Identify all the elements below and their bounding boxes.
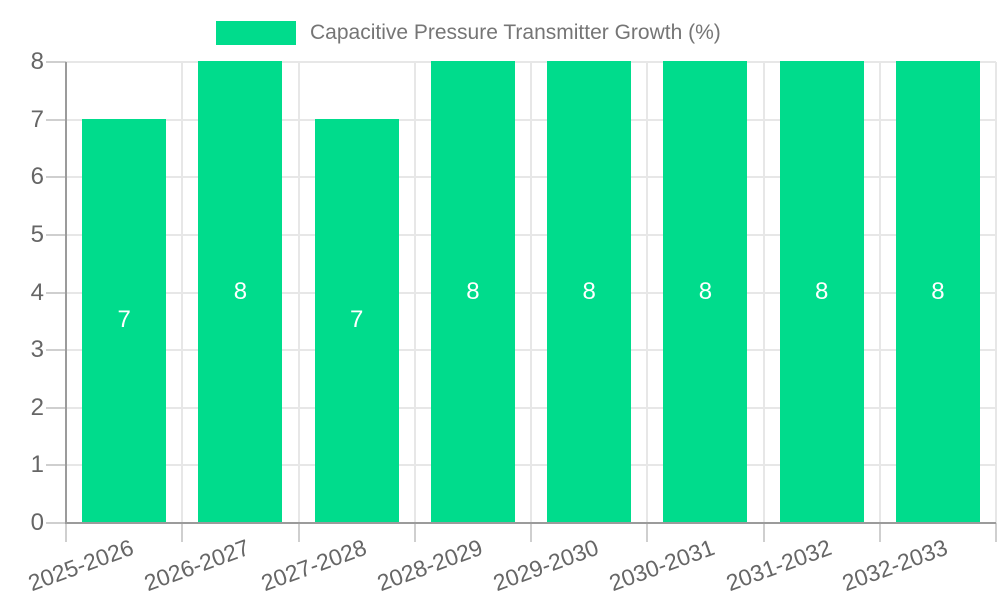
- y-axis-tick-label: 7: [30, 105, 44, 133]
- x-axis-tick-label: 2029-2030: [489, 534, 603, 597]
- legend-swatch-icon: [216, 21, 296, 45]
- bar[interactable]: 8: [198, 61, 283, 522]
- y-axis-tick-label: 0: [30, 509, 44, 536]
- y-axis-tick: [46, 61, 66, 63]
- gridline-vertical: [878, 62, 881, 523]
- y-axis-tick-label: 4: [30, 278, 44, 306]
- bar[interactable]: 8: [547, 61, 632, 522]
- x-axis-tick: [530, 523, 532, 542]
- y-axis-tick: [46, 291, 66, 294]
- x-axis-tick-label: 2031-2032: [722, 534, 835, 597]
- x-axis-tick: [297, 523, 300, 542]
- y-axis-tick: [46, 464, 66, 467]
- y-axis-tick: [46, 233, 66, 236]
- bar[interactable]: 8: [779, 61, 864, 522]
- y-axis-tick-label: 5: [30, 220, 44, 248]
- bar-value-label: 8: [582, 277, 596, 305]
- y-axis-tick: [46, 176, 66, 179]
- y-axis-tick-label: 6: [30, 163, 44, 191]
- x-axis-tick: [413, 523, 416, 542]
- gridline-vertical: [762, 62, 765, 523]
- y-axis-tick: [46, 118, 66, 121]
- bar-value-label: 8: [698, 277, 713, 305]
- x-axis-tick: [65, 523, 67, 542]
- bar[interactable]: 8: [663, 61, 748, 522]
- bar[interactable]: 8: [895, 61, 980, 522]
- x-axis-tick-label: 2030-2031: [606, 534, 719, 597]
- bar[interactable]: 7: [82, 118, 167, 522]
- y-axis-tick: [46, 522, 66, 524]
- x-axis-tick: [995, 523, 997, 542]
- x-axis-tick: [646, 523, 649, 542]
- y-axis-tick: [46, 349, 66, 352]
- bar-value-label: 8: [233, 277, 248, 305]
- x-axis-tick-label: 2028-2029: [373, 534, 486, 597]
- y-axis-tick-label: 3: [30, 336, 44, 364]
- y-axis-tick-label: 1: [30, 451, 44, 479]
- bar-value-label: 8: [931, 277, 945, 305]
- plot-area: 7 8 7 8 8 8 8 8: [46, 61, 997, 542]
- bar-value-label: 7: [349, 306, 364, 334]
- bar-value-label: 7: [117, 306, 131, 334]
- gridline-vertical: [995, 62, 997, 523]
- bar[interactable]: 7: [314, 118, 399, 522]
- x-axis-tick-label: 2032-2033: [838, 534, 951, 597]
- gridline-vertical: [181, 62, 184, 523]
- bar[interactable]: 8: [430, 61, 515, 522]
- bar-value-label: 8: [466, 277, 480, 305]
- y-axis-line: [65, 62, 67, 523]
- y-axis-tick-label: 2: [30, 393, 44, 421]
- legend-item[interactable]: Capacitive Pressure Transmitter Growth (…: [216, 21, 721, 45]
- x-axis-tick-label: 2025-2026: [24, 534, 138, 597]
- x-axis-tick: [181, 523, 184, 542]
- gridline-vertical: [530, 62, 532, 523]
- y-axis-tick-label: 8: [30, 48, 44, 75]
- y-axis-tick: [46, 406, 66, 409]
- x-axis-tick-label: 2026-2027: [141, 534, 254, 597]
- x-axis-tick: [878, 523, 881, 542]
- x-axis-tick: [762, 523, 765, 542]
- x-axis-line: [65, 522, 996, 524]
- bar-value-label: 8: [814, 277, 829, 305]
- x-axis-tick-label: 2027-2028: [257, 534, 370, 597]
- gridline-vertical: [646, 62, 649, 523]
- gridline-vertical: [297, 62, 300, 523]
- legend-label: Capacitive Pressure Transmitter Growth (…: [310, 21, 721, 44]
- gridline-vertical: [413, 62, 416, 523]
